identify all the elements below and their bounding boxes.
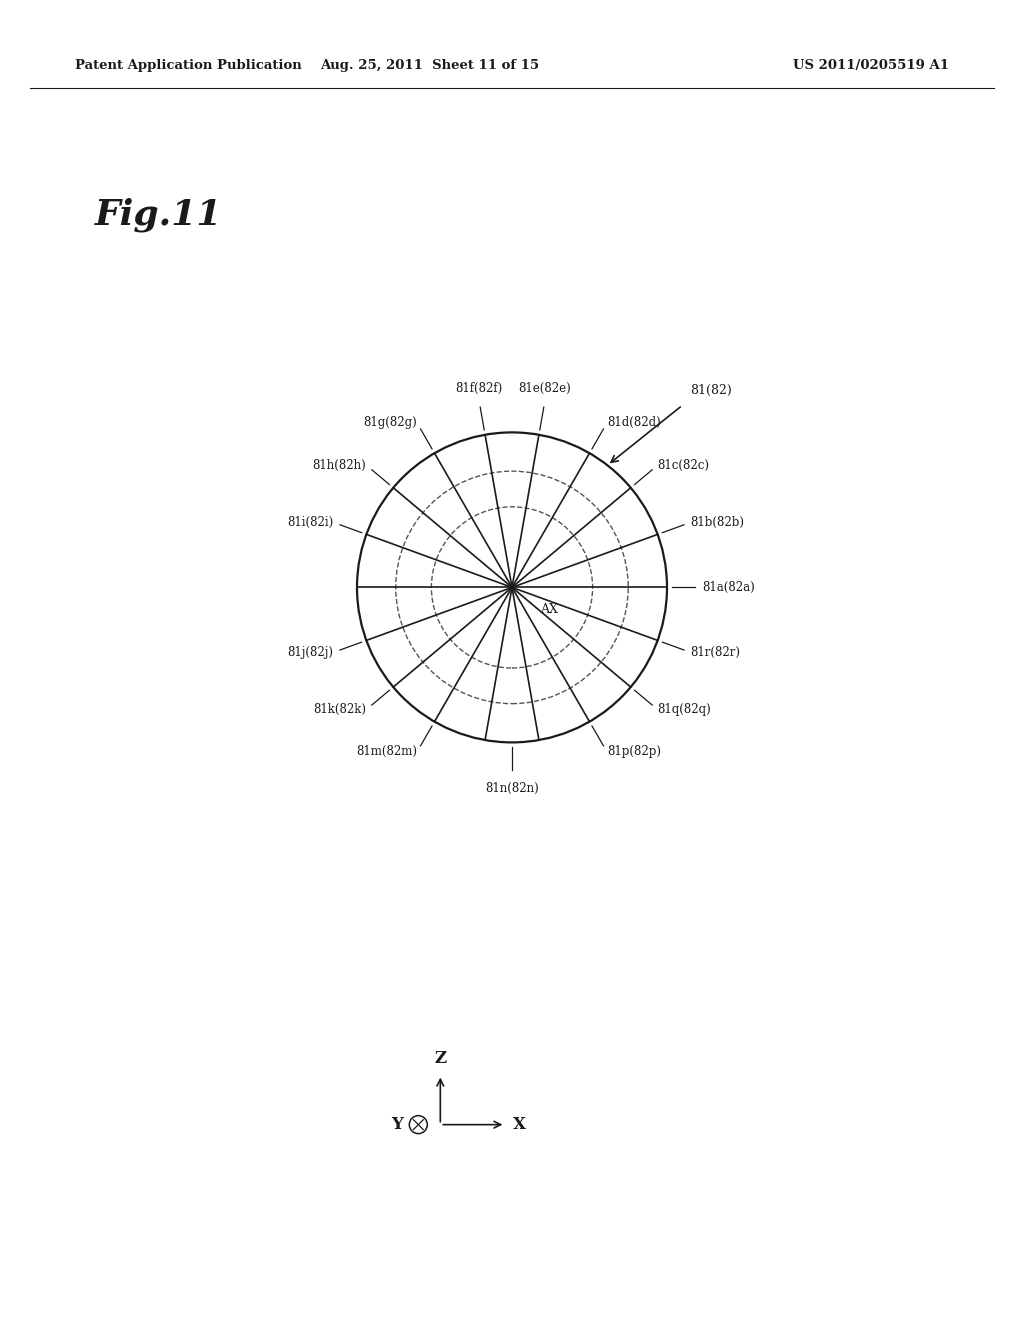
Text: 81h(82h): 81h(82h) xyxy=(312,459,367,471)
Text: 81c(82c): 81c(82c) xyxy=(657,459,710,471)
Text: US 2011/0205519 A1: US 2011/0205519 A1 xyxy=(793,58,949,71)
Text: 81n(82n): 81n(82n) xyxy=(485,783,539,796)
Text: 81q(82q): 81q(82q) xyxy=(657,704,712,715)
Text: Aug. 25, 2011  Sheet 11 of 15: Aug. 25, 2011 Sheet 11 of 15 xyxy=(321,58,540,71)
Text: Patent Application Publication: Patent Application Publication xyxy=(75,58,302,71)
Text: 81j(82j): 81j(82j) xyxy=(288,645,334,659)
Text: 81p(82p): 81p(82p) xyxy=(607,746,662,759)
Text: X: X xyxy=(513,1117,526,1133)
Text: 81g(82g): 81g(82g) xyxy=(364,416,417,429)
Text: 81e(82e): 81e(82e) xyxy=(518,383,571,395)
Text: AX: AX xyxy=(540,603,558,616)
Text: Y: Y xyxy=(391,1117,403,1133)
Text: 81m(82m): 81m(82m) xyxy=(356,746,417,759)
Text: 81i(82i): 81i(82i) xyxy=(287,516,334,529)
Text: 81r(82r): 81r(82r) xyxy=(690,645,740,659)
Text: 81(82): 81(82) xyxy=(690,384,732,397)
Text: 81a(82a): 81a(82a) xyxy=(702,581,755,594)
Text: 81k(82k): 81k(82k) xyxy=(313,704,367,715)
Text: 81f(82f): 81f(82f) xyxy=(456,383,503,395)
Text: 81d(82d): 81d(82d) xyxy=(607,416,660,429)
Text: Z: Z xyxy=(434,1049,446,1067)
Text: Fig.11: Fig.11 xyxy=(95,198,222,232)
Text: 81b(82b): 81b(82b) xyxy=(690,516,744,529)
